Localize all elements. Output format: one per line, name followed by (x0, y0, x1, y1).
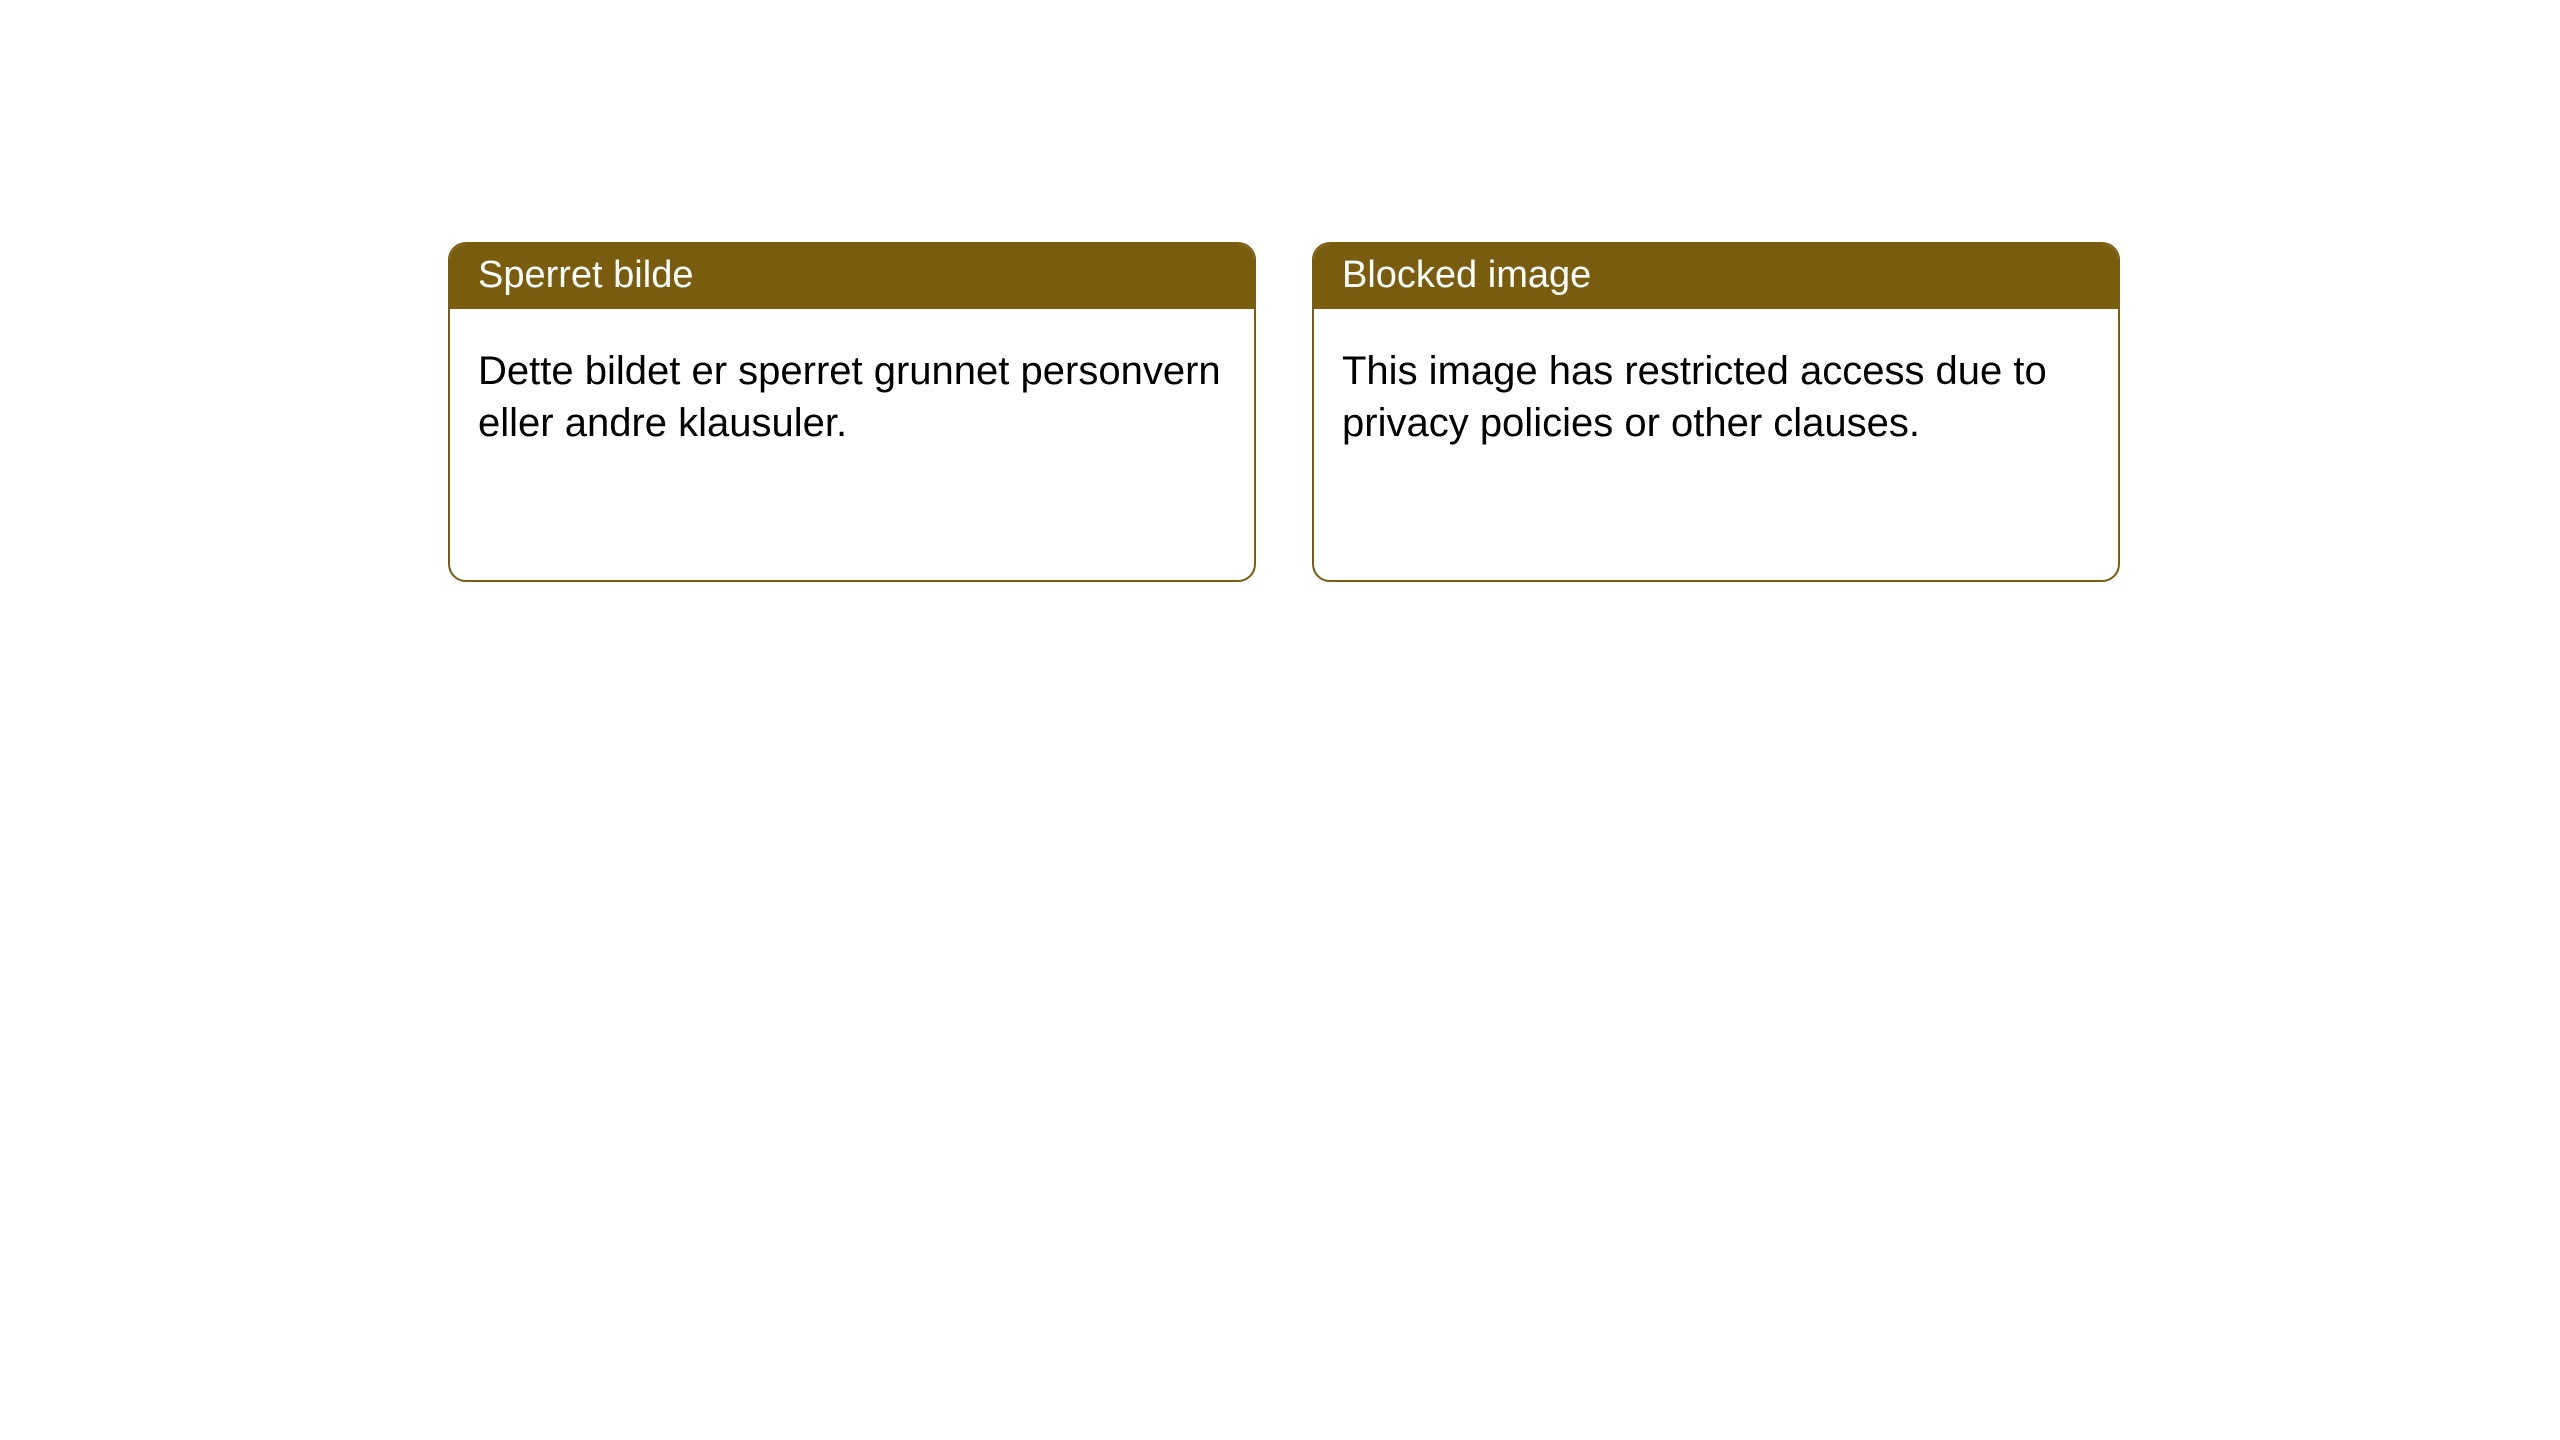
notice-body: This image has restricted access due to … (1314, 309, 2118, 477)
notice-body: Dette bildet er sperret grunnet personve… (450, 309, 1254, 477)
notice-container: Sperret bilde Dette bildet er sperret gr… (0, 0, 2560, 582)
notice-card-english: Blocked image This image has restricted … (1312, 242, 2120, 582)
notice-card-norwegian: Sperret bilde Dette bildet er sperret gr… (448, 242, 1256, 582)
notice-header: Sperret bilde (450, 244, 1254, 309)
notice-header: Blocked image (1314, 244, 2118, 309)
